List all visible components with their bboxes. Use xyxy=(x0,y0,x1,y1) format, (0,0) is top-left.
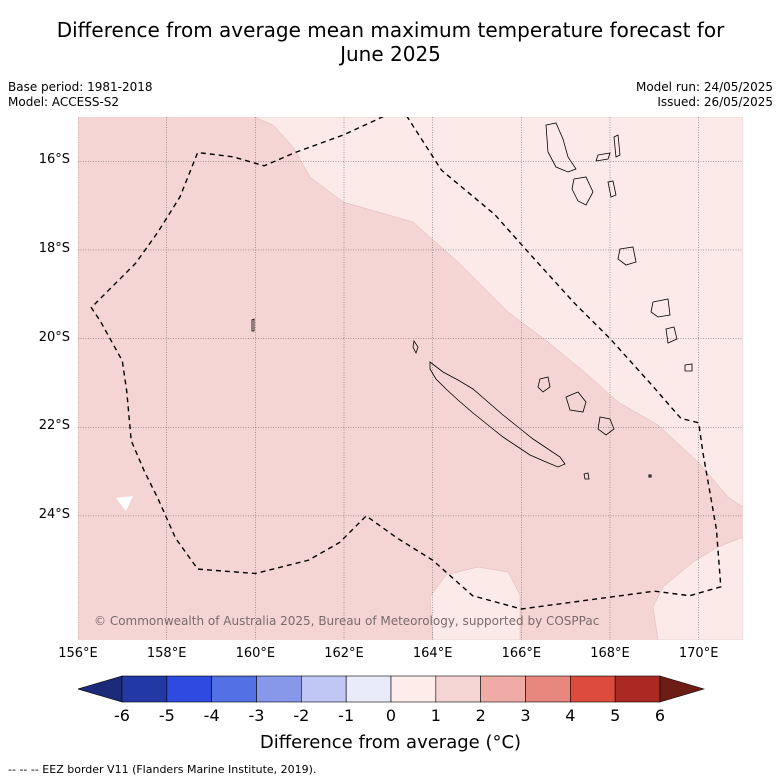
graticule xyxy=(78,117,743,640)
colorbar-tick: 0 xyxy=(385,706,397,725)
copyright-notice: © Commonwealth of Australia 2025, Bureau… xyxy=(94,614,600,628)
colorbar-cell xyxy=(211,675,257,703)
model-run: Model run: 24/05/2025 xyxy=(635,80,773,94)
model-name: Model: ACCESS-S2 xyxy=(8,95,120,109)
aneityum-island xyxy=(684,363,693,372)
colorbar-cell xyxy=(166,675,212,703)
lon-label: 156°E xyxy=(58,646,98,661)
belep-islands xyxy=(412,339,419,355)
base-period: Base period: 1981-2018 xyxy=(8,80,153,94)
colorbar xyxy=(78,675,705,703)
lat-label: 24°S xyxy=(38,506,70,522)
new-caledonia-grande-terre xyxy=(429,361,566,468)
colorbar-tick: -1 xyxy=(338,706,355,725)
lifou-island xyxy=(565,391,587,413)
tanna-island xyxy=(665,326,678,344)
lon-label: 170°E xyxy=(678,646,719,661)
title-line-1: Difference from average mean maximum tem… xyxy=(56,18,725,42)
lat-label: 16°S xyxy=(38,152,70,168)
lat-label: 22°S xyxy=(38,418,70,434)
lat-label: 18°S xyxy=(38,240,70,256)
colorbar-tick: 5 xyxy=(610,706,621,725)
colorbar-tick: -6 xyxy=(114,706,130,725)
colorbar-tick: -3 xyxy=(248,706,265,725)
colorbar-cell xyxy=(570,675,616,703)
colorbar-over-arrow xyxy=(659,675,705,703)
colorbar-tick: 4 xyxy=(565,706,576,725)
colorbar-tick: 6 xyxy=(654,706,666,725)
ambae-island xyxy=(595,152,611,162)
colorbar-cell xyxy=(525,675,571,703)
anomaly-region-white-patch xyxy=(116,496,133,511)
lon-label: 162°E xyxy=(324,646,364,661)
colorbar-cell xyxy=(614,675,661,703)
chesterfield-reef xyxy=(251,318,255,332)
colorbar-cell xyxy=(301,675,347,703)
colorbar-tick: -5 xyxy=(158,706,175,725)
anomaly-region-zero-to-one-southeast xyxy=(652,536,743,640)
colorbar-cells xyxy=(121,675,661,703)
lat-label: 20°S xyxy=(38,329,70,345)
espiritu-santo xyxy=(545,122,577,173)
colorbar-cell xyxy=(390,675,437,703)
meta-left: Base period: 1981-2018 Model: ACCESS-S2 xyxy=(8,80,153,110)
lon-label: 158°E xyxy=(146,646,187,661)
colorbar-under-arrow xyxy=(78,675,123,703)
colorbar-cell xyxy=(480,675,526,703)
colorbar-cell xyxy=(435,675,481,703)
lon-label: 166°E xyxy=(501,646,542,661)
mare-island xyxy=(597,416,615,436)
matthew-island xyxy=(648,474,652,478)
colorbar-tick: -4 xyxy=(203,706,220,725)
footnote: -- -- -- EEZ border V11 (Flanders Marine… xyxy=(8,763,317,776)
lon-label: 168°E xyxy=(590,646,630,661)
lon-label: 160°E xyxy=(235,646,276,661)
pentecost-island xyxy=(607,180,617,198)
malekula-island xyxy=(571,176,594,206)
issued-date: Issued: 26/05/2025 xyxy=(657,95,773,109)
maewo-island xyxy=(613,134,621,158)
title-line-2: June 2025 xyxy=(340,42,441,66)
anomaly-region-zero-to-one-east xyxy=(253,117,743,508)
colorbar-cell xyxy=(256,675,302,703)
eez-border xyxy=(90,117,722,610)
coastlines xyxy=(251,122,693,480)
colorbar-tick: 2 xyxy=(475,706,486,725)
meta-right: Model run: 24/05/2025 Issued: 26/05/2025 xyxy=(636,80,773,110)
colorbar-tick: 1 xyxy=(430,706,441,725)
colorbar-tick: -2 xyxy=(293,706,310,725)
colorbar-cell xyxy=(345,675,392,703)
walpole-island xyxy=(583,472,590,480)
colorbar-label: Difference from average (°C) xyxy=(259,732,522,753)
colorbar-tick: 3 xyxy=(520,706,531,725)
efate-island xyxy=(617,246,637,266)
anomaly-region-zero-to-one-south xyxy=(429,566,521,640)
ouvea-island xyxy=(537,376,551,393)
map-title: Difference from average mean maximum tem… xyxy=(0,18,781,66)
erromango-island xyxy=(650,298,671,318)
map-panel xyxy=(78,117,743,640)
colorbar-cell xyxy=(121,675,168,703)
lon-label: 164°E xyxy=(412,646,453,661)
